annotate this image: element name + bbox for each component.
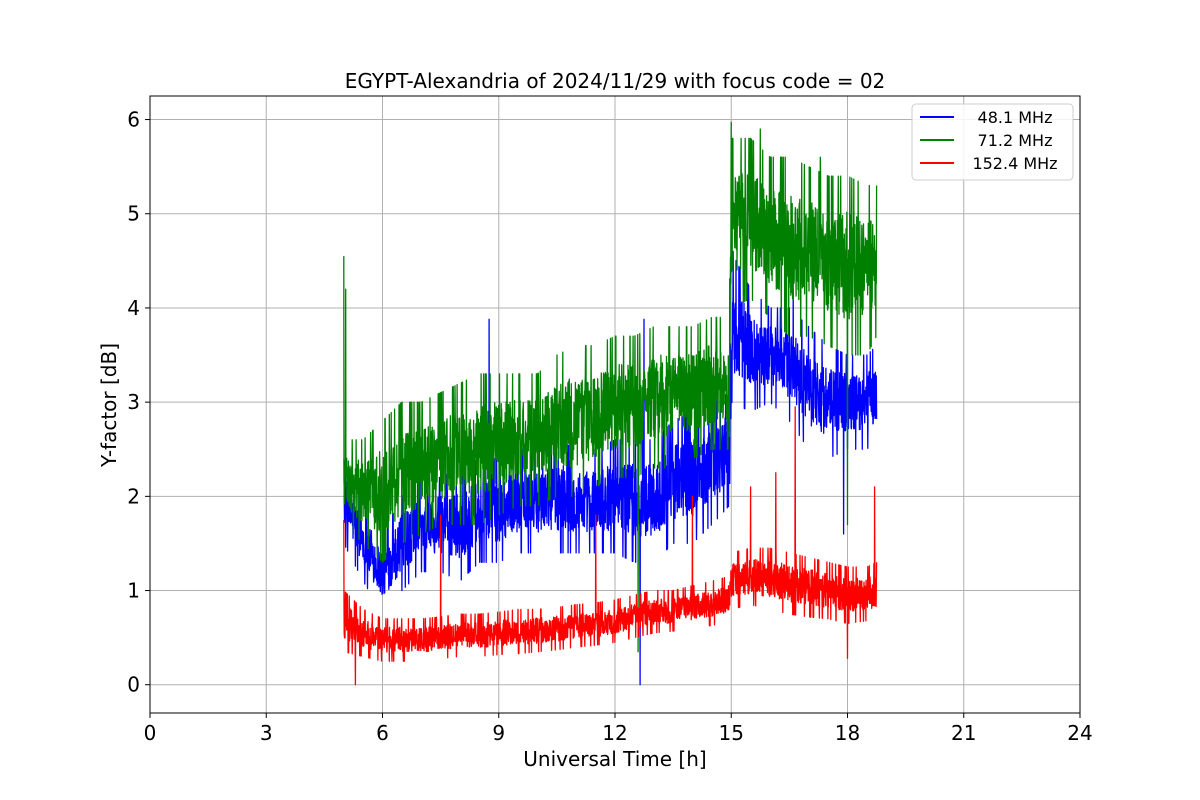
series-line xyxy=(343,406,878,686)
y-tick-label: 0 xyxy=(127,673,140,697)
y-tick-label: 6 xyxy=(127,108,140,132)
legend-label: 152.4 MHz xyxy=(972,154,1057,173)
x-tick-label: 0 xyxy=(144,721,157,745)
x-tick-label: 12 xyxy=(602,721,627,745)
y-axis-ticks: 0 1 2 3 4 5 6 xyxy=(127,108,150,697)
legend-box xyxy=(911,103,1074,181)
x-tick-label: 9 xyxy=(492,721,505,745)
y-tick-label: 2 xyxy=(127,484,140,508)
series-layer xyxy=(343,121,878,686)
chart-title: EGYPT-Alexandria of 2024/11/29 with focu… xyxy=(345,69,886,93)
x-tick-label: 21 xyxy=(951,721,976,745)
x-tick-label: 3 xyxy=(260,721,273,745)
legend-label: 71.2 MHz xyxy=(978,131,1053,150)
x-tick-label: 24 xyxy=(1067,721,1092,745)
y-tick-label: 5 xyxy=(127,202,140,226)
legend-label: 48.1 MHz xyxy=(978,108,1053,127)
y-axis-label: Y-factor [dB] xyxy=(97,343,121,468)
x-tick-label: 15 xyxy=(719,721,744,745)
x-axis-ticks: 0 3 6 9 12 15 18 21 24 xyxy=(144,713,1093,745)
legend: 48.1 MHz 71.2 MHz 152.4 MHz xyxy=(911,103,1074,181)
x-tick-label: 18 xyxy=(835,721,860,745)
y-tick-label: 1 xyxy=(127,579,140,603)
series-line xyxy=(343,121,878,653)
y-tick-label: 4 xyxy=(127,296,140,320)
x-tick-label: 6 xyxy=(376,721,389,745)
x-axis-label: Universal Time [h] xyxy=(523,747,706,771)
y-tick-label: 3 xyxy=(127,390,140,414)
legend-entries: 48.1 MHz 71.2 MHz 152.4 MHz xyxy=(920,108,1058,173)
